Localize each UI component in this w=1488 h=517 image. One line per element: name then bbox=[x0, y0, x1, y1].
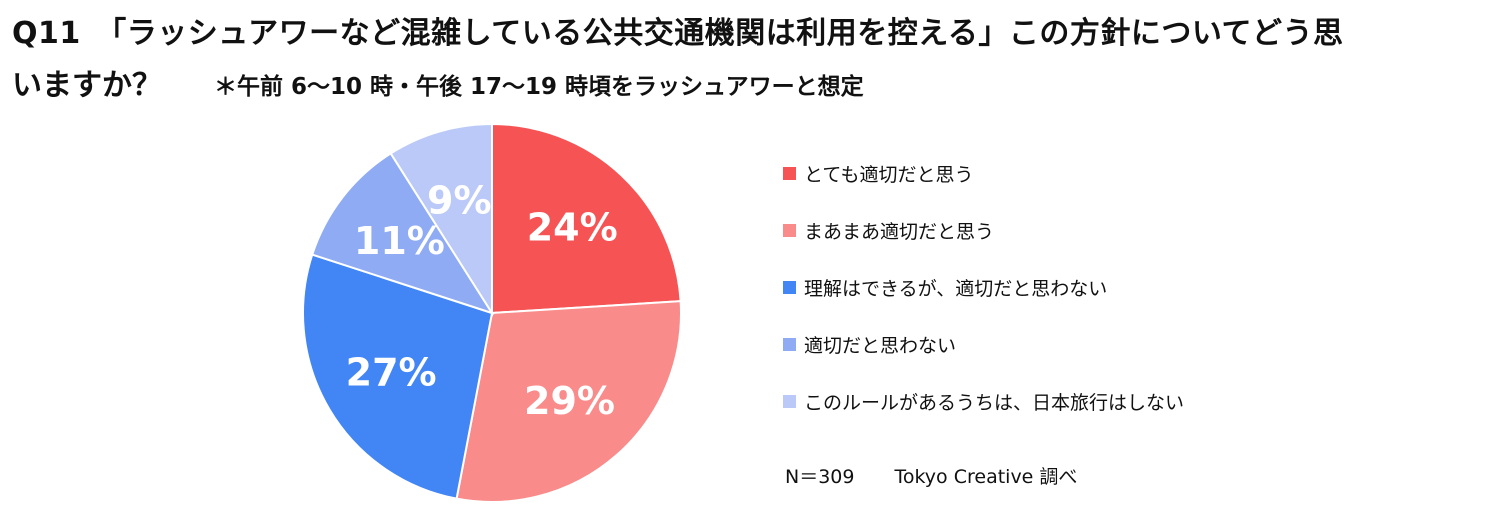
data-label-5: 9% bbox=[427, 178, 492, 222]
data-label-3: 27% bbox=[346, 351, 437, 395]
pie-slice-4 bbox=[310, 152, 495, 315]
legend-label-3: 理解はできるが、適切だと思わない bbox=[804, 278, 1108, 300]
legend-label-4: 適切だと思わない bbox=[804, 335, 957, 357]
pie-slice-5 bbox=[389, 122, 493, 317]
legend-swatch-3 bbox=[783, 281, 796, 294]
legend-item-1: とても適切だと思う bbox=[783, 160, 973, 187]
chart-title-line2: いますか？ bbox=[12, 68, 162, 103]
sample-size: N＝309 bbox=[785, 466, 855, 488]
legend-item-5: このルールがあるうちは、日本旅行はしない bbox=[783, 388, 1184, 415]
chart-title-line1: Q11 「ラッシュアワーなど混雑している公共交通機関は利用を控える」この方針につ… bbox=[12, 16, 1344, 51]
legend-swatch-4 bbox=[783, 338, 796, 351]
pie-slice-1 bbox=[491, 122, 682, 315]
footnote: N＝309 Tokyo Creative 調べ bbox=[785, 462, 1077, 489]
data-label-1: 24% bbox=[527, 206, 618, 250]
pie-slices bbox=[302, 122, 682, 503]
pie-data-labels: 24% 29% 27% 11%9% bbox=[346, 178, 618, 422]
legend-label-1: とても適切だと思う bbox=[804, 164, 974, 186]
legend-label-5: このルールがあるうちは、日本旅行はしない bbox=[804, 392, 1185, 414]
chart-subtitle: ＊午前 6～10 時・午後 17～19 時頃をラッシュアワーと想定 bbox=[214, 74, 864, 100]
pie-slice-2 bbox=[455, 300, 682, 503]
data-label-2: 29% bbox=[524, 379, 615, 423]
source-note: Tokyo Creative 調べ bbox=[894, 466, 1078, 488]
legend-item-2: まあまあ適切だと思う bbox=[783, 217, 994, 244]
legend-item-3: 理解はできるが、適切だと思わない bbox=[783, 274, 1107, 301]
legend-label-2: まあまあ適切だと思う bbox=[804, 221, 995, 243]
legend-swatch-5 bbox=[783, 395, 796, 408]
legend-swatch-2 bbox=[783, 224, 796, 237]
data-label-4: 11% bbox=[354, 219, 445, 263]
pie-slice-3 bbox=[302, 253, 494, 500]
legend-swatch-1 bbox=[783, 167, 796, 180]
legend-item-4: 適切だと思わない bbox=[783, 331, 956, 358]
